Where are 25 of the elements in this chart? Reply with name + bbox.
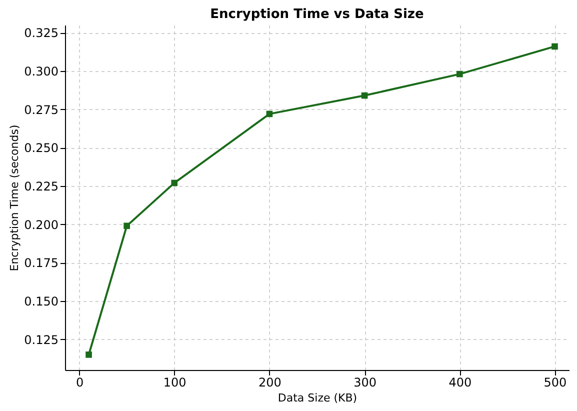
x-tick-label: 300 (354, 376, 376, 390)
point (361, 92, 368, 99)
y-tick-label: 0.275 (24, 102, 58, 117)
y-axis-title: Encryption Time (seconds) (8, 124, 22, 272)
y-tick-label: 0.150 (24, 294, 58, 308)
point (456, 70, 463, 78)
y-tick-label: 0.125 (24, 332, 58, 347)
y-tick-label: 0.200 (24, 218, 58, 232)
x-tick-label: 200 (258, 376, 282, 390)
x-axis-title: Data Size (KB) (278, 392, 358, 404)
x-tick-label: 100 (163, 376, 186, 390)
y-tick-label: 0.175 (24, 256, 58, 270)
point (552, 43, 558, 50)
x-tick-label: 0 (76, 376, 84, 390)
y-tick-label: 0.250 (24, 141, 58, 156)
x-tick-label: 500 (544, 376, 567, 390)
point (266, 110, 273, 118)
chart-title: Encryption Time vs Data Size (210, 7, 424, 22)
y-tick-label: 0.225 (24, 180, 58, 194)
point (171, 180, 178, 186)
point (86, 352, 92, 358)
y-tick-label: 0.325 (24, 26, 58, 40)
x-tick-label: 400 (448, 376, 472, 390)
point (124, 222, 130, 230)
y-tick-label: 0.300 (24, 64, 58, 78)
